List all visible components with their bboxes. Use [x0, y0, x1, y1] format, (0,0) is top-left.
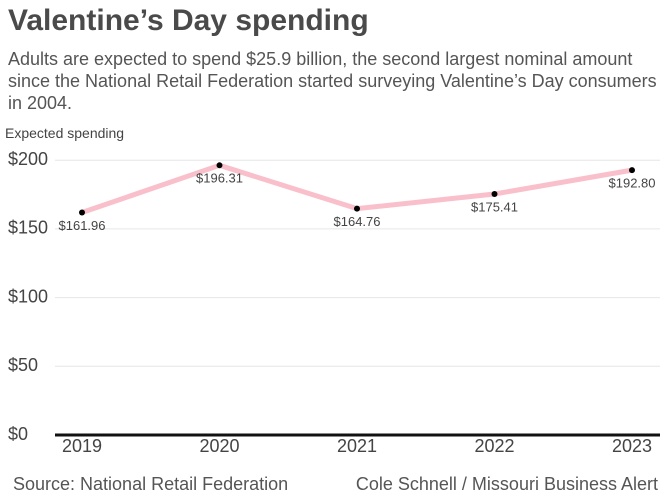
y-tick-label: $50	[8, 355, 38, 375]
x-tick-label: 2021	[337, 436, 377, 456]
data-point	[491, 191, 498, 198]
chart-subtitle: Adults are expected to spend $25.9 billi…	[8, 49, 657, 113]
chart-title: Valentine’s Day spending	[8, 4, 369, 37]
data-point	[216, 162, 223, 169]
data-point	[629, 167, 635, 174]
y-tick-label: $0	[8, 424, 28, 444]
x-tick-label: 2023	[612, 436, 652, 456]
data-label: $196.31	[196, 171, 243, 186]
data-point	[354, 205, 360, 212]
credit: Cole Schnell / Missouri Business Alert	[355, 474, 658, 494]
data-line	[79, 162, 635, 216]
x-tick-label: 2019	[62, 436, 102, 456]
y-axis-label: Expected spending	[5, 125, 125, 141]
x-tick-label: 2020	[199, 436, 239, 456]
source: Source: National Retail Federation	[13, 474, 289, 494]
data-label: $175.41	[471, 199, 518, 214]
data-label: $161.96	[59, 218, 106, 233]
y-tick-label: $100	[8, 286, 48, 306]
data-label: $164.76	[334, 214, 381, 229]
data-label: $192.80	[609, 176, 656, 191]
y-tick-label: $150	[8, 218, 48, 238]
data-point	[79, 209, 85, 216]
y-tick-label: $200	[8, 149, 48, 169]
x-tick-label: 2022	[474, 436, 514, 456]
